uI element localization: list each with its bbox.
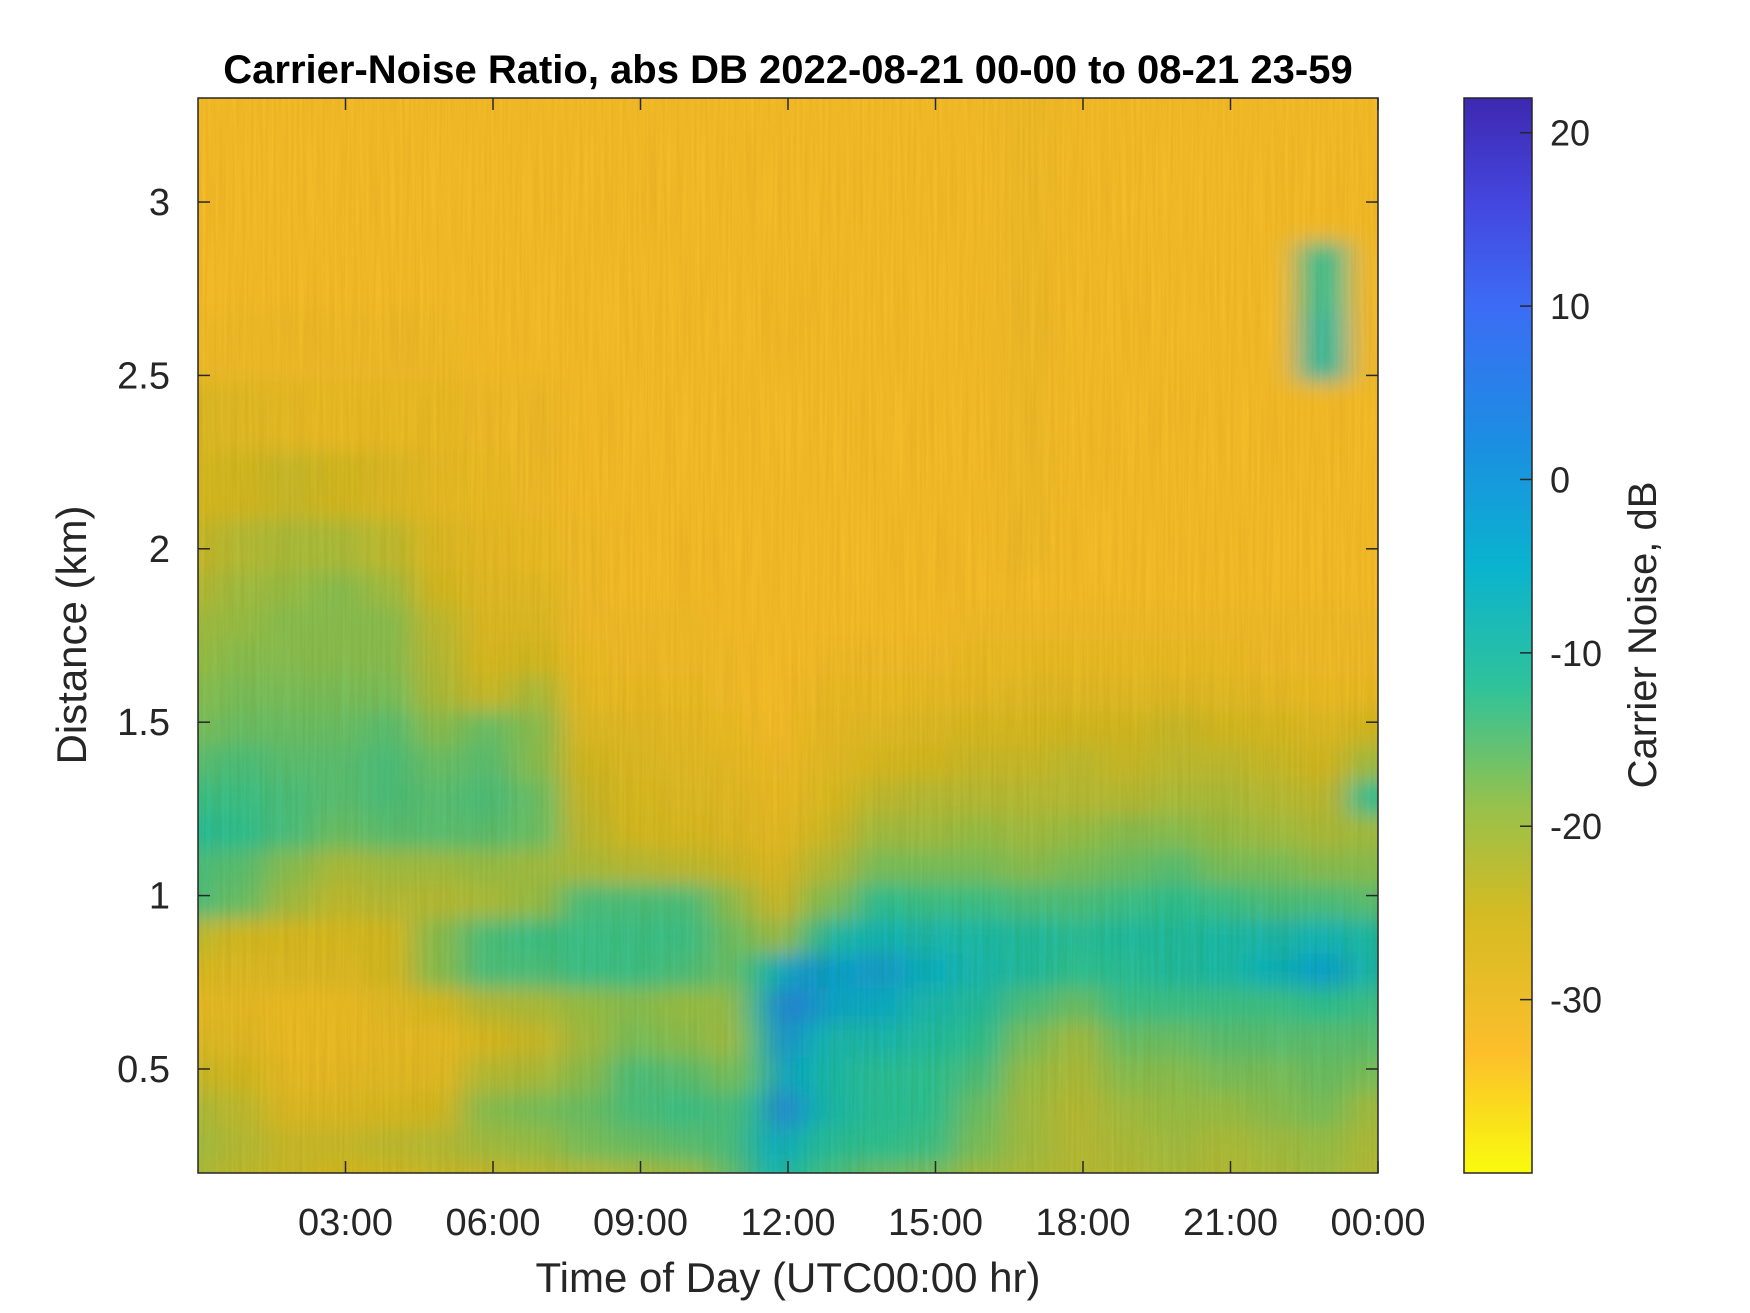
y-axis: 0.5 1 1.5 2 2.5 3 bbox=[117, 182, 1378, 1091]
colorbar-tick-label: 10 bbox=[1550, 286, 1590, 327]
y-tick-label: 1 bbox=[149, 876, 170, 918]
x-axis: 03:00 06:00 09:00 12:00 15:00 18:00 21:00 00:00 bbox=[298, 98, 1426, 1244]
x-tick-label: 15:00 bbox=[888, 1202, 983, 1244]
colorbar-tick-label: -20 bbox=[1550, 806, 1602, 847]
x-tick-label: 18:00 bbox=[1035, 1202, 1130, 1244]
x-axis-title: Time of Day (UTC00:00 hr) bbox=[536, 1254, 1041, 1301]
x-tick-label: 12:00 bbox=[740, 1202, 835, 1244]
colorbar-title: Carrier Noise, dB bbox=[1621, 482, 1665, 789]
colorbar-gradient bbox=[1463, 97, 1533, 1174]
streak-texture bbox=[198, 98, 1378, 1173]
x-tick-label: 21:00 bbox=[1183, 1202, 1278, 1244]
x-tick-label: 09:00 bbox=[593, 1202, 688, 1244]
y-tick-label: 2 bbox=[149, 529, 170, 571]
x-tick-label: 06:00 bbox=[445, 1202, 540, 1244]
y-tick-label: 3 bbox=[149, 182, 170, 224]
colorbar-tick-label: 0 bbox=[1550, 459, 1570, 500]
colorbar-tick-label: -10 bbox=[1550, 633, 1602, 674]
y-tick-label: 1.5 bbox=[117, 702, 170, 744]
colorbar-tick-label: 20 bbox=[1550, 113, 1590, 154]
colorbar: 20 10 0 -10 -20 -30 Carrier Noise, dB bbox=[1463, 97, 1665, 1174]
colorbar-tick-label: -30 bbox=[1550, 980, 1602, 1021]
y-tick-label: 0.5 bbox=[117, 1049, 170, 1091]
x-tick-label: 00:00 bbox=[1330, 1202, 1425, 1244]
heatmap-plot-area bbox=[198, 98, 1378, 1173]
y-tick-label: 2.5 bbox=[117, 355, 170, 397]
y-axis-title: Distance (km) bbox=[48, 505, 95, 764]
chart-title: Carrier-Noise Ratio, abs DB 2022-08-21 0… bbox=[223, 48, 1352, 92]
colorbar-ticks: 20 10 0 -10 -20 -30 bbox=[1520, 113, 1602, 1021]
x-tick-label: 03:00 bbox=[298, 1202, 393, 1244]
